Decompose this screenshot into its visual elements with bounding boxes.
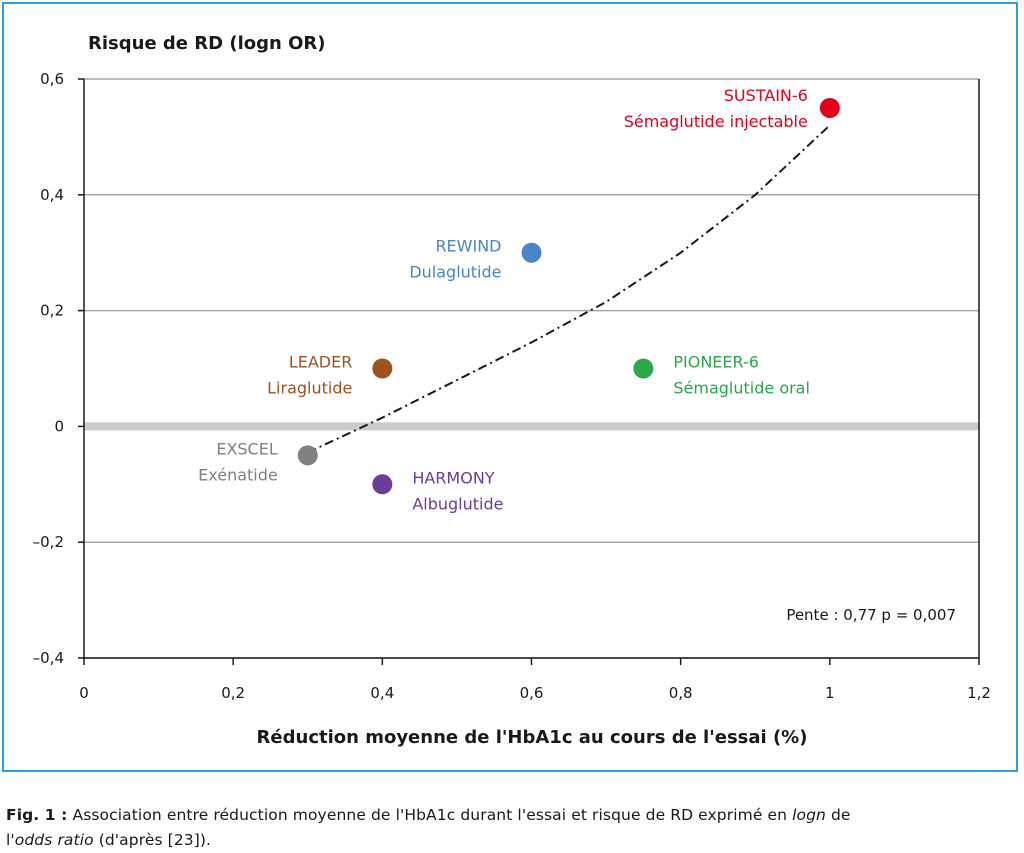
point-label-trial-exscel: EXSCEL xyxy=(216,439,278,458)
data-point-pioneer-6 xyxy=(633,358,654,379)
caption-odds-ratio: odds ratio xyxy=(14,831,94,849)
x-tick-label-6: 1,2 xyxy=(967,684,991,702)
caption-fig-label: Fig. 1 : xyxy=(6,806,68,824)
grid xyxy=(84,78,979,659)
data-point-harmony xyxy=(372,474,393,495)
figure-frame xyxy=(2,2,1018,772)
y-tick-label-5: 0,6 xyxy=(40,70,64,88)
point-label-trial-sustain-6: SUSTAIN-6 xyxy=(724,86,808,105)
trend-curve xyxy=(307,124,831,454)
caption-text-1: Association entre réduction moyenne de l… xyxy=(67,806,793,824)
point-label-drug-leader: Liraglutide xyxy=(267,379,352,398)
x-tick-label-2: 0,4 xyxy=(370,684,394,702)
caption-text-1-end: de xyxy=(825,806,851,824)
data-point-leader xyxy=(372,358,393,379)
y-tick-label-2: 0 xyxy=(54,417,64,435)
point-labels: SUSTAIN-6 Sémaglutide injectable REWIND Dul… xyxy=(198,86,810,513)
data-point-exscel xyxy=(297,445,318,466)
y-tick-label-1: –0,2 xyxy=(33,533,64,551)
y-tick-label-4: 0,4 xyxy=(40,186,64,204)
point-label-drug-rewind: Dulaglutide xyxy=(409,263,501,282)
slope-annotation: Pente : 0,77 p = 0,007 xyxy=(786,606,956,624)
x-tick-label-3: 0,6 xyxy=(520,684,544,702)
axes xyxy=(83,79,980,659)
x-tick-label-5: 1 xyxy=(825,684,835,702)
x-tick-label-1: 0,2 xyxy=(221,684,245,702)
point-label-drug-pioneer-6: Sémaglutide oral xyxy=(673,379,810,398)
point-label-trial-leader: LEADER xyxy=(289,353,353,372)
y-tick-label-3: 0,2 xyxy=(40,302,64,320)
caption-text-2-pre: l' xyxy=(6,831,15,849)
point-label-trial-harmony: HARMONY xyxy=(412,468,494,487)
y-tick-label-0: –0,4 xyxy=(33,649,64,667)
point-label-trial-pioneer-6: PIONEER-6 xyxy=(673,353,759,372)
data-points xyxy=(297,97,840,495)
caption-text-2-post: (d'après [23]). xyxy=(93,831,212,849)
trend-curve-path xyxy=(307,124,831,454)
point-label-drug-exscel: Exénatide xyxy=(198,465,278,484)
caption-logn: logn xyxy=(792,806,826,824)
x-tick-label-4: 0,8 xyxy=(669,684,693,702)
point-label-drug-sustain-6: Sémaglutide injectable xyxy=(624,112,808,131)
chart: –0,4 –0,2 0 0,2 0,4 0,6 0 0,2 0,4 0,6 0,8 1 1,2 SUST… xyxy=(33,33,991,748)
point-label-trial-rewind: REWIND xyxy=(435,237,501,256)
x-axis-title: Réduction moyenne de l'HbA1c au cours de… xyxy=(257,727,808,748)
point-label-drug-harmony: Albuglutide xyxy=(412,494,503,513)
x-tick-label-0: 0 xyxy=(79,684,89,702)
data-point-rewind xyxy=(521,242,542,263)
chart-title: Risque de RD (logn OR) xyxy=(88,33,325,54)
data-point-sustain-6 xyxy=(819,97,840,118)
ticks: –0,4 –0,2 0 0,2 0,4 0,6 0 0,2 0,4 0,6 0,8 1 1,2 xyxy=(33,70,991,702)
figure-caption: Fig. 1 : Association entre réduction moy… xyxy=(6,803,1018,853)
